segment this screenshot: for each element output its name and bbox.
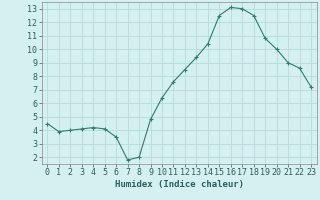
X-axis label: Humidex (Indice chaleur): Humidex (Indice chaleur)	[115, 180, 244, 189]
